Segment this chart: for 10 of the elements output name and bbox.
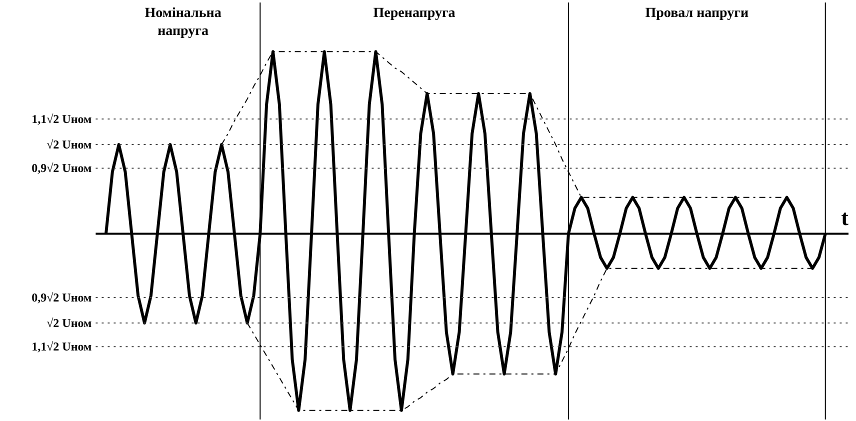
ref-line-label: 1,1√2 Uном: [32, 340, 92, 354]
ref-line-label: 1,1√2 Uном: [32, 112, 92, 126]
text: Провал напруги: [645, 6, 749, 22]
x-axis-title: t: [841, 205, 850, 230]
ref-line-label: √2 Uном: [46, 316, 92, 330]
text: Перенапруга: [373, 6, 456, 22]
ref-line-label: 0,9√2 Uном: [32, 290, 92, 304]
ref-line-label: √2 Uном: [46, 138, 92, 152]
text: Номінальна напруга: [144, 6, 222, 40]
ref-line-label: 0,9√2 Uном: [32, 161, 92, 176]
